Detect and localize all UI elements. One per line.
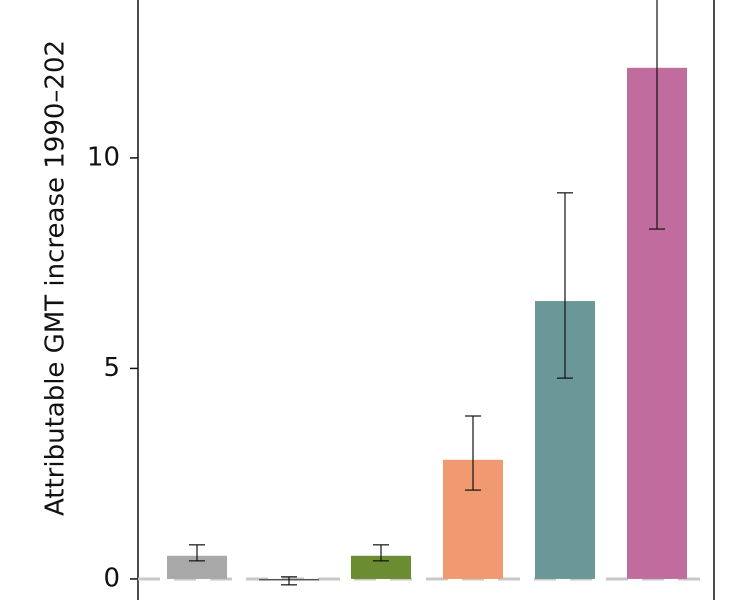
bar bbox=[167, 555, 227, 579]
bar bbox=[351, 555, 411, 579]
y-tick-label: 0 bbox=[103, 563, 120, 593]
y-tick-label: 5 bbox=[103, 353, 120, 383]
y-axis-title: Attributable GMT increase 1990–202 bbox=[41, 40, 71, 516]
y-tick-label: 10 bbox=[87, 142, 120, 172]
